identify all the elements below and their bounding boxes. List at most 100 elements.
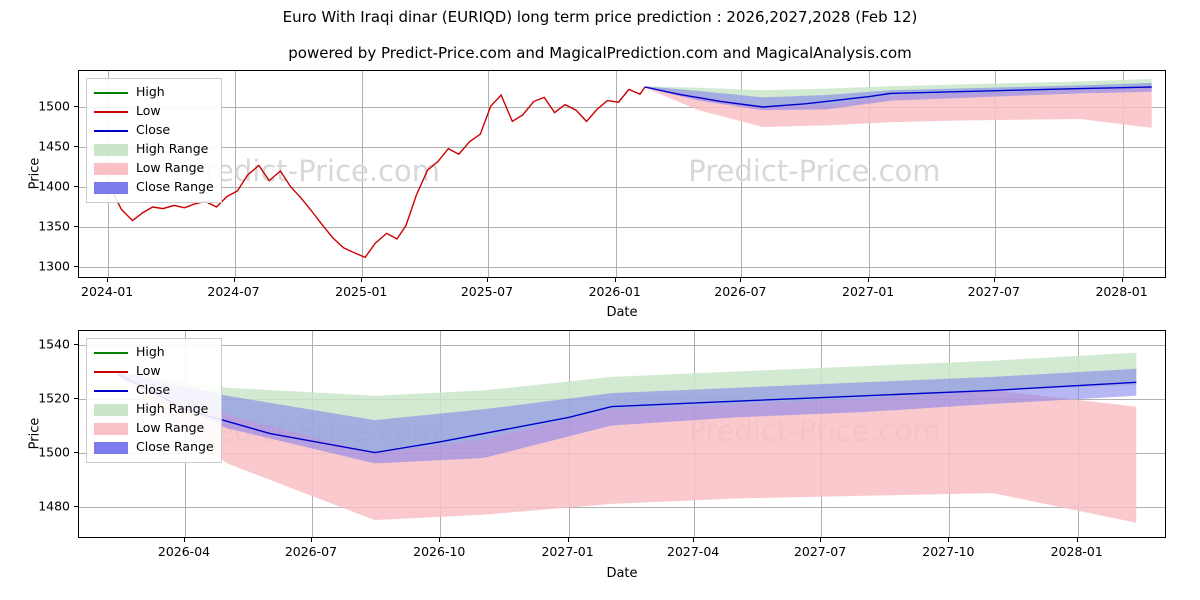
x-axis-tick-label: 2025-07 bbox=[460, 284, 514, 299]
y-axis-tick bbox=[74, 505, 78, 507]
x-axis-tick-label: 2026-07 bbox=[714, 284, 767, 299]
grid-line-vertical bbox=[994, 71, 996, 277]
x-axis-tick-label: 2026-10 bbox=[413, 544, 466, 559]
top-legend: High Low Close High Range Low Range Clos… bbox=[86, 78, 222, 203]
x-axis-tick-label: 2027-01 bbox=[842, 284, 895, 299]
line-low bbox=[99, 86, 646, 259]
y-axis-tick bbox=[74, 343, 78, 345]
close-line-swatch bbox=[94, 125, 128, 137]
legend-label-low-range: Low Range bbox=[136, 420, 205, 436]
x-axis-tick bbox=[1121, 278, 1123, 282]
close-range-swatch bbox=[94, 181, 128, 194]
x-axis-tick bbox=[614, 278, 616, 282]
grid-line-horizontal bbox=[79, 506, 1165, 508]
y-axis-tick bbox=[74, 266, 78, 267]
x-axis-tick-label: 2028-01 bbox=[1095, 284, 1148, 299]
legend-item-low: Low bbox=[94, 362, 214, 381]
high-range-swatch bbox=[94, 403, 128, 416]
x-axis-tick-label: 2026-04 bbox=[157, 544, 211, 559]
high-line-swatch bbox=[94, 347, 128, 359]
y-axis-tick bbox=[74, 226, 78, 227]
legend-item-low: Low bbox=[94, 102, 214, 121]
bottom-x-axis-title: Date bbox=[606, 566, 638, 581]
x-axis-tick bbox=[868, 278, 870, 282]
grid-line-vertical bbox=[1122, 71, 1124, 277]
x-axis-tick bbox=[948, 538, 950, 542]
x-axis-tick-label: 2028-01 bbox=[1050, 544, 1103, 559]
x-axis-tick bbox=[233, 278, 235, 282]
high-range-swatch bbox=[94, 143, 128, 156]
legend-label-high-range: High Range bbox=[136, 401, 209, 417]
line-close bbox=[117, 373, 1137, 454]
page-title: Euro With Iraqi dinar (EURIQD) long term… bbox=[282, 8, 918, 26]
grid-line-horizontal bbox=[79, 147, 1165, 148]
y-axis-tick-label: 1300 bbox=[38, 258, 70, 274]
y-axis-tick bbox=[74, 451, 78, 453]
y-axis-tick bbox=[74, 186, 78, 187]
x-axis-tick bbox=[107, 278, 109, 282]
x-axis-tick bbox=[740, 278, 742, 282]
x-axis-tick-label: 2027-10 bbox=[922, 544, 975, 559]
grid-line-horizontal bbox=[79, 227, 1165, 228]
y-axis-tick bbox=[74, 106, 78, 107]
grid-line-horizontal bbox=[79, 344, 1165, 346]
x-axis-tick-label: 2027-01 bbox=[541, 544, 594, 559]
low-line-swatch bbox=[94, 366, 128, 378]
grid-line-horizontal bbox=[79, 267, 1165, 268]
x-axis-tick-label: 2027-07 bbox=[793, 544, 847, 559]
y-axis-tick-label: 1480 bbox=[38, 498, 70, 514]
close-range-swatch bbox=[94, 441, 128, 454]
top-chart-panel: Predict-Price.com Predict-Price.com bbox=[78, 70, 1166, 278]
top-x-axis-title: Date bbox=[606, 305, 638, 320]
legend-label-high: High bbox=[136, 84, 165, 100]
x-axis-tick-label: 2024-01 bbox=[81, 284, 134, 299]
close-line-swatch bbox=[94, 385, 128, 397]
legend-label-close-range: Close Range bbox=[136, 439, 214, 455]
y-axis-tick-label: 1500 bbox=[38, 98, 70, 114]
x-axis-tick bbox=[439, 538, 441, 542]
y-axis-tick-label: 1350 bbox=[38, 218, 70, 234]
legend-item-close-range: Close Range bbox=[94, 438, 214, 457]
low-range-swatch bbox=[94, 162, 128, 175]
page-subtitle: powered by Predict-Price.com and Magical… bbox=[288, 44, 912, 62]
legend-item-low-range: Low Range bbox=[94, 159, 214, 178]
y-axis-tick-label: 1520 bbox=[38, 390, 70, 406]
legend-item-close-range: Close Range bbox=[94, 178, 214, 197]
top-plot-area: Predict-Price.com Predict-Price.com bbox=[78, 70, 1166, 278]
legend-label-low: Low bbox=[136, 103, 161, 119]
x-axis-tick bbox=[486, 278, 488, 282]
series-layer bbox=[117, 352, 1137, 523]
grid-line-vertical bbox=[869, 71, 871, 277]
grid-line-vertical bbox=[487, 71, 489, 277]
y-axis-tick-label: 1540 bbox=[38, 336, 70, 351]
legend-label-high-range: High Range bbox=[136, 141, 209, 157]
x-axis-tick-label: 2026-01 bbox=[588, 284, 641, 299]
x-axis-tick bbox=[1076, 538, 1078, 542]
y-axis-tick-label: 1500 bbox=[38, 444, 70, 460]
legend-label-close: Close bbox=[136, 382, 171, 398]
y-axis-tick-label: 1450 bbox=[38, 138, 70, 154]
band-low-range bbox=[118, 374, 1137, 523]
band-close-range bbox=[118, 368, 1137, 464]
grid-line-vertical bbox=[615, 71, 617, 277]
y-axis-tick bbox=[74, 397, 78, 399]
x-axis-tick-label: 2025-01 bbox=[335, 284, 388, 299]
x-axis-tick-label: 2027-04 bbox=[667, 544, 720, 559]
legend-label-close: Close bbox=[136, 122, 171, 138]
legend-item-low-range: Low Range bbox=[94, 419, 214, 438]
band-low-range bbox=[644, 87, 1152, 128]
x-axis-tick-label: 2024-07 bbox=[207, 284, 260, 299]
line-close bbox=[644, 86, 1152, 108]
grid-line-vertical bbox=[234, 71, 236, 277]
legend-item-close: Close bbox=[94, 381, 214, 400]
grid-line-horizontal bbox=[79, 187, 1165, 188]
x-axis-tick bbox=[184, 538, 185, 542]
x-axis-tick bbox=[993, 278, 995, 282]
y-axis-tick-label: 1400 bbox=[38, 178, 70, 194]
legend-label-close-range: Close Range bbox=[136, 179, 214, 195]
x-axis-tick bbox=[361, 278, 363, 282]
legend-item-high-range: High Range bbox=[94, 140, 214, 159]
legend-label-high: High bbox=[136, 344, 165, 360]
legend-label-low-range: Low Range bbox=[136, 160, 205, 176]
